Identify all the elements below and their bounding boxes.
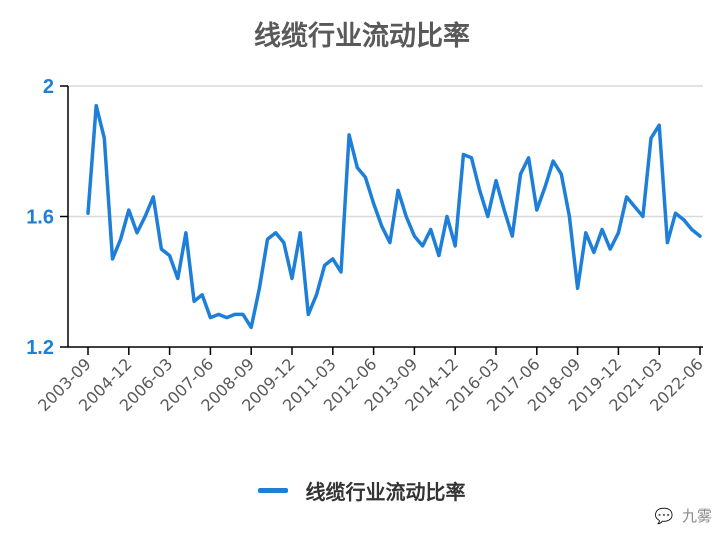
- legend-label: 线缆行业流动比率: [306, 480, 466, 504]
- line-chart: 21.61.22003-092004-122006-032007-062008-…: [0, 0, 724, 470]
- label-layer: 21.61.22003-092004-122006-032007-062008-…: [26, 76, 707, 415]
- grid-layer: [68, 86, 703, 217]
- y-tick-label: 1.2: [26, 337, 54, 359]
- y-tick-label: 2: [43, 76, 54, 98]
- legend-swatch: [258, 488, 288, 493]
- watermark-text: 九雾: [682, 507, 712, 525]
- wechat-icon: 💬: [655, 507, 674, 525]
- y-tick-label: 1.6: [26, 207, 54, 229]
- watermark: 💬 九雾: [655, 505, 712, 526]
- legend: 线缆行业流动比率: [0, 476, 724, 505]
